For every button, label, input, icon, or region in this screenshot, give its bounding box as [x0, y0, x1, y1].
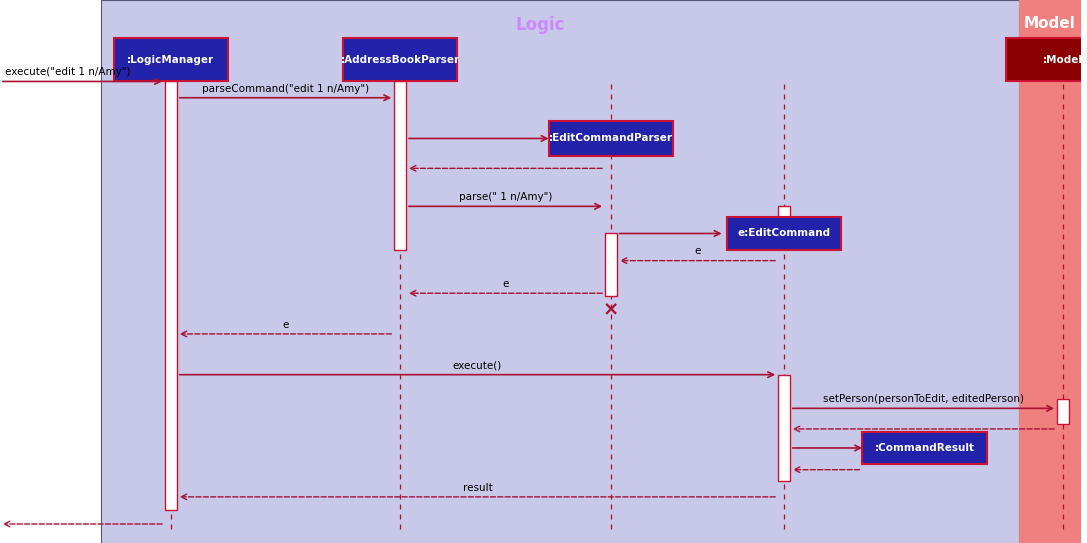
Bar — [114, 38, 227, 81]
Text: :EditCommandParser: :EditCommandParser — [549, 134, 673, 143]
Bar — [1057, 399, 1069, 424]
Bar — [727, 217, 840, 250]
Text: parseCommand("edit 1 n/Amy"): parseCommand("edit 1 n/Amy") — [202, 84, 368, 93]
Bar — [343, 38, 457, 81]
Bar — [778, 375, 790, 481]
Text: e: e — [695, 247, 701, 256]
Text: parse(" 1 n/Amy"): parse(" 1 n/Amy") — [459, 192, 552, 202]
Bar — [395, 81, 407, 250]
Bar — [778, 206, 790, 242]
Text: execute("edit 1 n/Amy"): execute("edit 1 n/Amy") — [5, 67, 130, 77]
Text: e: e — [283, 320, 289, 330]
Text: e: e — [502, 279, 509, 289]
Bar — [605, 233, 617, 296]
Bar — [549, 121, 673, 156]
Text: ×: × — [603, 300, 620, 319]
Text: :LogicManager: :LogicManager — [127, 55, 214, 65]
Bar — [101, 0, 1019, 543]
Bar — [165, 81, 177, 510]
Text: result: result — [463, 483, 492, 493]
Text: Model: Model — [1024, 16, 1076, 31]
Bar — [862, 432, 987, 464]
Text: Logic: Logic — [516, 16, 565, 34]
Bar — [1007, 38, 1087, 81]
Bar — [1019, 0, 1082, 543]
Bar — [0, 0, 101, 543]
Text: setPerson(personToEdit, editedPerson): setPerson(personToEdit, editedPerson) — [823, 394, 1024, 404]
Text: :AddressBookParser: :AddressBookParser — [340, 55, 460, 65]
Text: :CommandResult: :CommandResult — [875, 443, 975, 453]
Text: execute(): execute() — [453, 361, 502, 370]
Text: :Model: :Model — [1042, 55, 1083, 65]
Text: e:EditCommand: e:EditCommand — [737, 229, 830, 238]
